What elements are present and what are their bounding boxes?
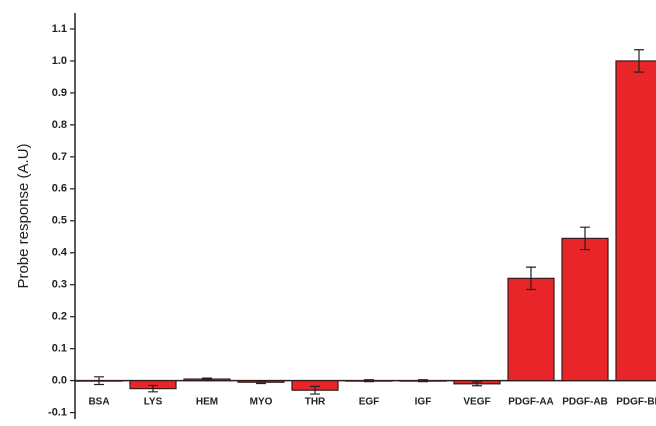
y-tick-label: 1.0 <box>52 55 67 67</box>
error-bar <box>580 226 590 251</box>
x-tick-label: LYS <box>144 397 163 408</box>
bar <box>615 60 656 382</box>
error-bar <box>364 379 374 383</box>
error-bar <box>418 379 428 383</box>
y-axis-label: Probe response (A.U) <box>15 143 32 288</box>
x-tick-label: BSA <box>88 397 109 408</box>
error-bar <box>310 385 320 395</box>
x-tick-label: THR <box>305 397 326 408</box>
error-bar <box>148 384 158 393</box>
x-tick-label: PDGF-AB <box>562 397 608 408</box>
x-tick-label: IGF <box>415 397 432 408</box>
bar <box>507 277 555 382</box>
y-tick-label: 0.1 <box>52 343 67 355</box>
y-tick-label: 0.3 <box>52 279 67 291</box>
error-bar <box>256 380 266 385</box>
x-tick-label: MYO <box>250 397 273 408</box>
x-tick-label: PDGF-BB <box>616 397 656 408</box>
x-tick-label: HEM <box>196 397 218 408</box>
x-tick-label: PDGF-AA <box>508 397 554 408</box>
y-tick-label: 0.5 <box>52 215 67 227</box>
error-bar <box>202 377 212 381</box>
error-bar <box>94 376 104 386</box>
y-tick-label: 0.0 <box>52 375 67 387</box>
y-tick-label: -0.1 <box>48 407 67 419</box>
y-tick-label: 1.1 <box>52 23 67 35</box>
y-tick-label: 0.7 <box>52 151 67 163</box>
y-tick-label: 0.8 <box>52 119 67 131</box>
error-bar <box>526 266 536 291</box>
y-tick-label: 0.2 <box>52 311 67 323</box>
y-tick-label: 0.9 <box>52 87 67 99</box>
error-bar <box>634 49 644 73</box>
y-tick-label: 0.6 <box>52 183 67 195</box>
error-bar <box>472 381 482 387</box>
x-tick-label: EGF <box>359 397 380 408</box>
bar <box>561 237 609 382</box>
x-tick-label: VEGF <box>463 397 490 408</box>
y-tick-label: 0.4 <box>52 247 68 259</box>
